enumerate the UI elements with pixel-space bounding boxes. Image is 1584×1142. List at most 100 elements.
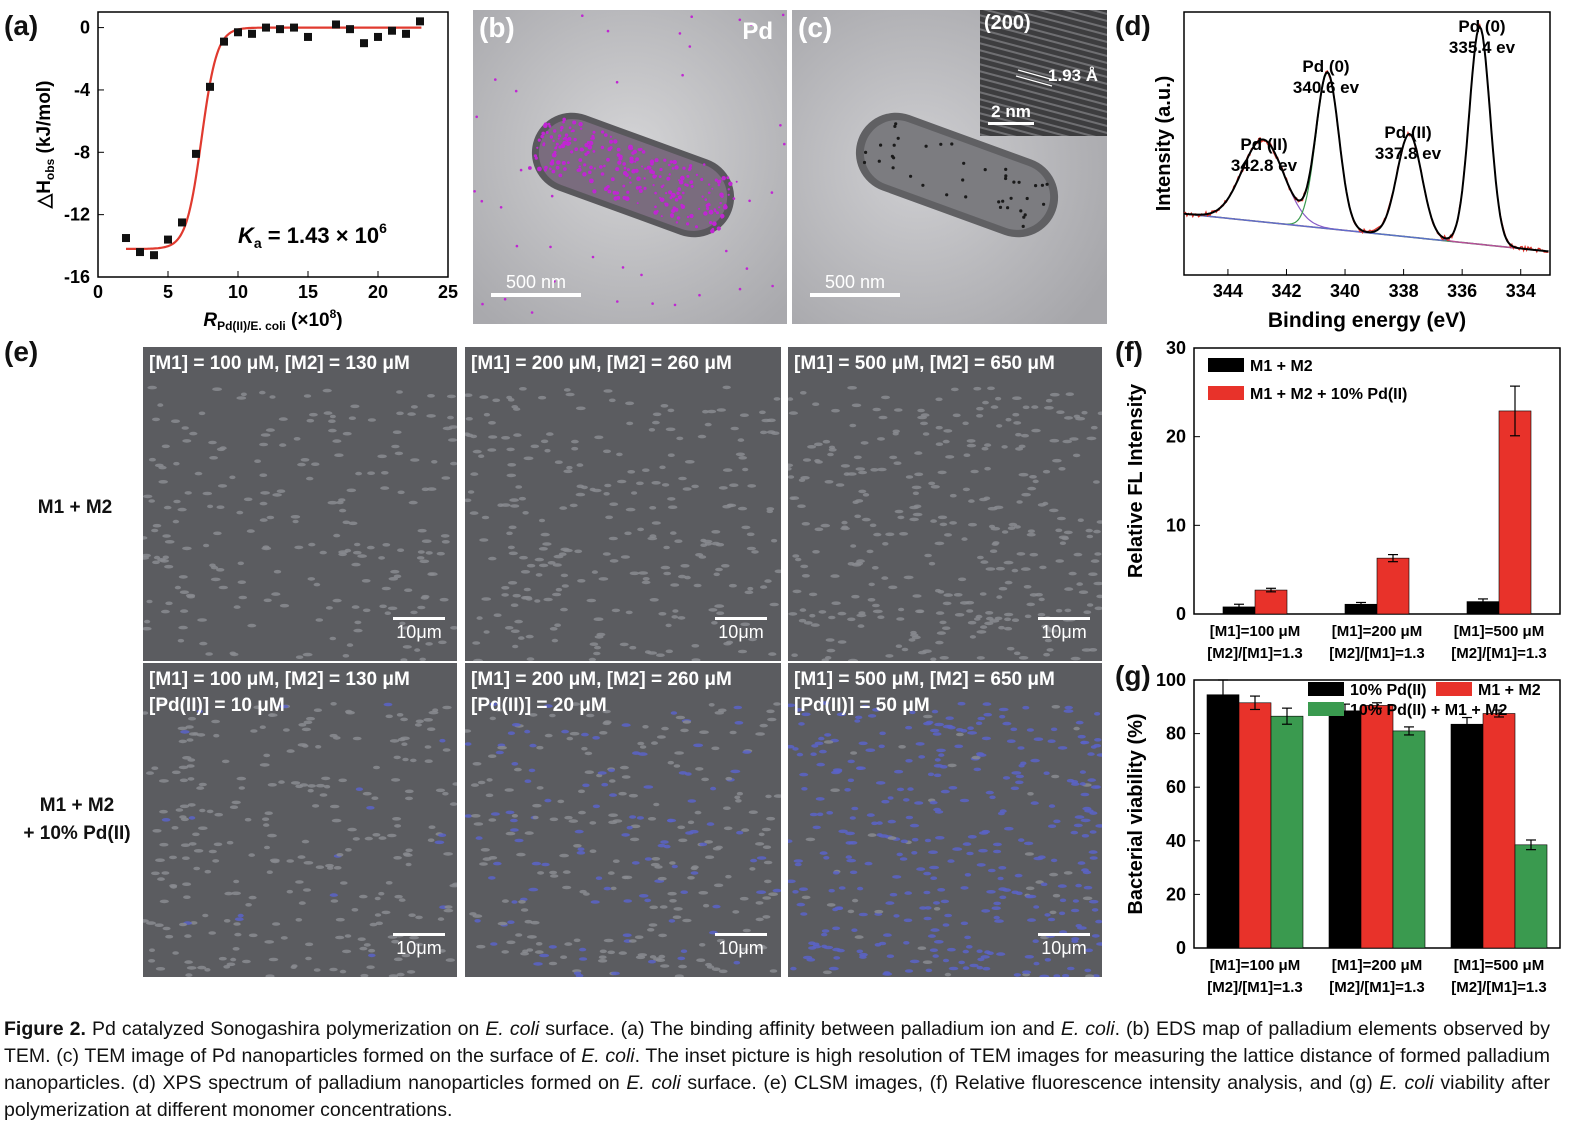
bacterium-cell (299, 783, 309, 787)
pd-signal-dot (663, 158, 667, 162)
pd-signal-dot (690, 15, 693, 18)
panel-label-b: (b) (479, 12, 515, 43)
pd-signal-dot (637, 148, 640, 151)
bacterium-cell (501, 593, 509, 597)
bacterium-cell (619, 765, 629, 770)
bacterium-cell (161, 609, 170, 614)
bacterium-cell (746, 532, 755, 537)
bacterium-cell (143, 494, 153, 499)
pd-signal-dot (727, 188, 730, 191)
pd-signal-dot (716, 211, 719, 215)
bacterium-cell (953, 593, 963, 597)
bacterium-cell (1081, 648, 1092, 652)
bacterium-cell (801, 712, 811, 717)
bacterium-cell (799, 772, 809, 777)
bacterium-cell (948, 786, 958, 790)
bacterium-cell (149, 948, 155, 952)
bacterium-cell (604, 483, 612, 488)
bacterium-cell (911, 837, 919, 842)
bacterium-cell (410, 405, 418, 409)
bacterium-cell (488, 435, 498, 439)
bacterium-cell (985, 790, 994, 795)
bacterium-cell (1048, 804, 1056, 808)
bacterium-cell (209, 456, 218, 460)
bacterium-cell (644, 898, 652, 903)
data-point (150, 251, 158, 260)
bacterium-cell (897, 515, 905, 520)
inset-scale-label: 2 nm (991, 102, 1031, 121)
bacterium-cell (198, 826, 208, 830)
bacterium-cell (625, 507, 636, 512)
data-point (346, 25, 354, 34)
bacterium-cell (179, 778, 188, 783)
bacterium-cell (231, 800, 241, 805)
bacterium-cell (933, 907, 941, 911)
bacterium-cell (894, 509, 904, 514)
bacterium-cell (309, 412, 318, 417)
bacterium-cell (680, 890, 688, 894)
bacterium-cell (792, 890, 799, 894)
pd-signal-dot (654, 191, 657, 195)
bacterium-cell (248, 895, 257, 900)
bacterium-cell (143, 553, 151, 558)
bacterium-cell (1046, 648, 1054, 652)
bacterium-cell (510, 504, 520, 508)
bacterium-cell (561, 584, 569, 588)
pd-nanoparticle (950, 142, 954, 146)
bacterium-cell (394, 894, 403, 899)
bacterium-cell (233, 879, 240, 884)
bacterium-cell (975, 721, 983, 726)
bacterium-cell (325, 606, 333, 610)
bacterium-cell (895, 644, 903, 648)
lattice-fringe (980, 98, 1107, 134)
pd-signal-dot (707, 183, 711, 186)
bacterium-cell (301, 839, 310, 844)
bacterium-cell (501, 899, 509, 903)
bacterium-cell (999, 714, 1006, 719)
bacterium-cell (272, 922, 281, 926)
bacterium-cell (485, 793, 494, 798)
bacterium-cell (1071, 939, 1079, 943)
bacterium-cell (522, 595, 532, 600)
bacterium-cell (652, 420, 660, 425)
bacterium-cell (887, 819, 896, 824)
pd-signal-dot (480, 199, 484, 203)
bacterium-cell (932, 954, 939, 958)
bacterium-cell (259, 725, 266, 729)
bacterium-cell (892, 429, 900, 434)
bacterium-cell (424, 759, 433, 763)
bacterium-cell (909, 959, 920, 964)
category-label-line1: [M1]=200 μM (1332, 623, 1422, 640)
bacterium-cell (1080, 740, 1090, 745)
pd-nanoparticle (891, 166, 895, 170)
bacterium-cell (293, 437, 301, 441)
bacterium-cell (264, 845, 270, 850)
bacterium-cell (389, 739, 400, 743)
bacterium-cell (1029, 552, 1039, 557)
bacterium-cell (210, 565, 219, 570)
pd-signal-dot (640, 273, 643, 277)
bacterium-cell (801, 574, 810, 578)
bacterium-cell (1072, 453, 1081, 458)
clsm-condition-label: [M1] = 200 μM, [M2] = 260 μM (471, 353, 732, 374)
bacterium-cell (799, 608, 807, 612)
bacterium-cell (678, 771, 688, 775)
bacterium-cell (878, 941, 887, 946)
y-tick-label: 20 (1166, 427, 1186, 447)
bacterium-cell (832, 871, 840, 875)
bacterium-cell (762, 915, 771, 919)
bacterium-cell (925, 968, 933, 973)
bacterium-cell (441, 540, 450, 544)
pd-signal-dot (606, 185, 610, 189)
pd-signal-dot (586, 150, 590, 155)
bacterium-cell (809, 812, 818, 817)
figure-caption: Figure 2. Pd catalyzed Sonogashira polym… (4, 1016, 1550, 1124)
category-label-line2: [M2]/[M1]=1.3 (1329, 645, 1424, 662)
bacterium-cell (465, 729, 472, 733)
bacterium-cell (518, 496, 526, 501)
bacterium-cell (450, 626, 457, 630)
pd-signal-dot (682, 191, 685, 195)
bacterium-cell (612, 859, 620, 863)
bacterium-cell (878, 415, 888, 420)
bacterium-cell (682, 720, 692, 724)
